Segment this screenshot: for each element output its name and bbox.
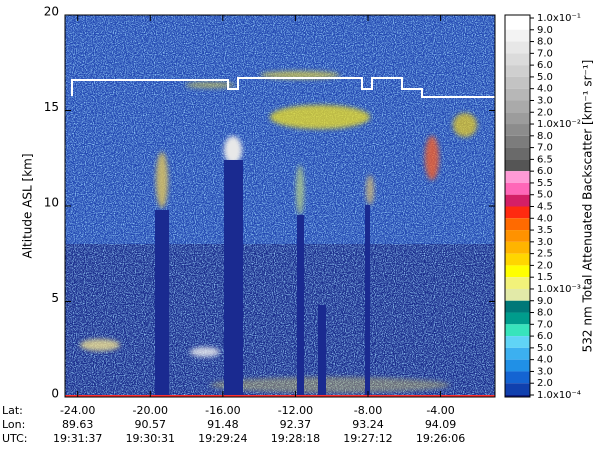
colorbar-segment: [505, 135, 530, 148]
colorbar-tick-label: 5.0: [537, 343, 553, 354]
utc-label: 19:29:24: [198, 432, 247, 445]
colorbar-segment: [505, 241, 530, 254]
colorbar-tick-label: 3.0: [537, 237, 553, 248]
colorbar-segment: [505, 88, 530, 101]
colorbar-tick-label: 8.0: [537, 37, 553, 48]
colorbar-tick-label: 4.5: [537, 202, 553, 213]
colorbar-segment: [505, 300, 530, 313]
colorbar-tick-label: 7.0: [537, 319, 553, 330]
colorbar-segment: [505, 194, 530, 207]
y-tick-label: 20: [44, 5, 59, 19]
colorbar-tick-label: 9.0: [537, 25, 553, 36]
row-label: Lat:: [2, 404, 23, 417]
colorbar-tick-label: 8.0: [537, 131, 553, 142]
colorbar-tick-label: 6.5: [537, 154, 553, 165]
colorbar-tick-label: 1.0x10⁻³: [537, 284, 581, 295]
colorbar-tick-label: 4.0: [537, 84, 553, 95]
colorbar-segment: [505, 395, 530, 397]
y-tick-label: 5: [51, 291, 59, 305]
colorbar-segment: [505, 182, 530, 195]
utc-label: 19:30:31: [126, 432, 175, 445]
lon-label: 91.48: [207, 418, 239, 431]
colorbar-segment: [505, 383, 530, 395]
colorbar-segment: [505, 371, 530, 384]
y-tick-label: 0: [51, 387, 59, 401]
utc-label: 19:26:06: [416, 432, 465, 445]
colorbar-tick-label: 5.0: [537, 190, 553, 201]
colorbar-segment: [505, 65, 530, 77]
colorbar-tick-label: 5.0: [537, 72, 553, 83]
x-tick-label: -24.00: [60, 404, 95, 417]
colorbar-segment: [505, 29, 530, 42]
colorbar-tick-label: 3.0: [537, 95, 553, 106]
colorbar-segment: [505, 124, 530, 136]
colorbar-segment: [505, 147, 530, 160]
colorbar-segment: [505, 288, 530, 301]
y-axis-label: Altitude ASL [km]: [21, 153, 35, 258]
lon-label: 93.24: [352, 418, 384, 431]
lon-label: 94.09: [425, 418, 457, 431]
colorbar-tick-label: 6.0: [537, 60, 553, 71]
colorbar-segment: [505, 41, 530, 54]
colorbar-tick-label: 1.0x10⁻²: [537, 119, 581, 130]
colorbar-segment: [505, 171, 530, 183]
colorbar-segment: [505, 159, 530, 172]
lon-label: 90.57: [135, 418, 167, 431]
x-tick-label: -16.00: [205, 404, 240, 417]
colorbar-tick-label: 5.5: [537, 178, 553, 189]
y-tick-label: 10: [44, 196, 59, 210]
x-tick-label: -20.00: [133, 404, 168, 417]
utc-label: 19:28:18: [271, 432, 320, 445]
x-tick-label: -4.00: [426, 404, 454, 417]
colorbar-segment: [505, 53, 530, 66]
colorbar-tick-label: 2.0: [537, 260, 553, 271]
colorbar-segment: [505, 336, 530, 348]
colorbar-segment: [505, 206, 530, 219]
colorbar-segment: [505, 347, 530, 360]
y-tick-label: 15: [44, 100, 59, 114]
colorbar-segment: [505, 265, 530, 278]
utc-label: 19:27:12: [343, 432, 392, 445]
colorbar-segment: [505, 253, 530, 266]
row-label: UTC:: [2, 432, 28, 445]
colorbar-tick-label: 1.0x10⁻⁴: [537, 390, 581, 401]
row-label: Lon:: [2, 418, 25, 431]
x-tick-label: -8.00: [354, 404, 382, 417]
colorbar-tick-label: 1.5: [537, 272, 553, 283]
colorbar-tick-label: 8.0: [537, 308, 553, 319]
colorbar-segment: [505, 359, 530, 372]
colorbar-tick-label: 7.0: [537, 48, 553, 59]
backscatter-image: [65, 15, 495, 397]
colorbar-segment: [505, 100, 530, 113]
colorbar-segment: [505, 277, 530, 289]
colorbar-tick-label: 6.0: [537, 331, 553, 342]
colorbar-segment: [505, 15, 530, 30]
colorbar-tick-label: 2.0: [537, 378, 553, 389]
utc-label: 19:31:37: [53, 432, 102, 445]
colorbar-tick-label: 3.0: [537, 366, 553, 377]
colorbar-tick-label: 4.0: [537, 355, 553, 366]
colorbar-label: 532 nm Total Attenuated Backscatter [km⁻…: [581, 60, 595, 353]
colorbar-segment: [505, 230, 530, 242]
colorbar-tick-label: 4.0: [537, 213, 553, 224]
lon-label: 89.63: [62, 418, 94, 431]
colorbar-tick-label: 9.0: [537, 296, 553, 307]
colorbar-tick-label: 3.5: [537, 225, 553, 236]
colorbar-tick-label: 1.0x10⁻¹: [537, 13, 581, 24]
colorbar-tick-label: 7.0: [537, 143, 553, 154]
colorbar-tick-label: 2.0: [537, 107, 553, 118]
colorbar-segment: [505, 76, 530, 89]
colorbar-tick-label: 6.0: [537, 166, 553, 177]
colorbar-segment: [505, 218, 530, 231]
colorbar-segment: [505, 324, 530, 337]
colorbar-segment: [505, 312, 530, 325]
x-tick-label: -12.00: [278, 404, 313, 417]
lon-label: 92.37: [280, 418, 312, 431]
colorbar-segment: [505, 112, 530, 125]
colorbar-tick-label: 2.5: [537, 249, 553, 260]
